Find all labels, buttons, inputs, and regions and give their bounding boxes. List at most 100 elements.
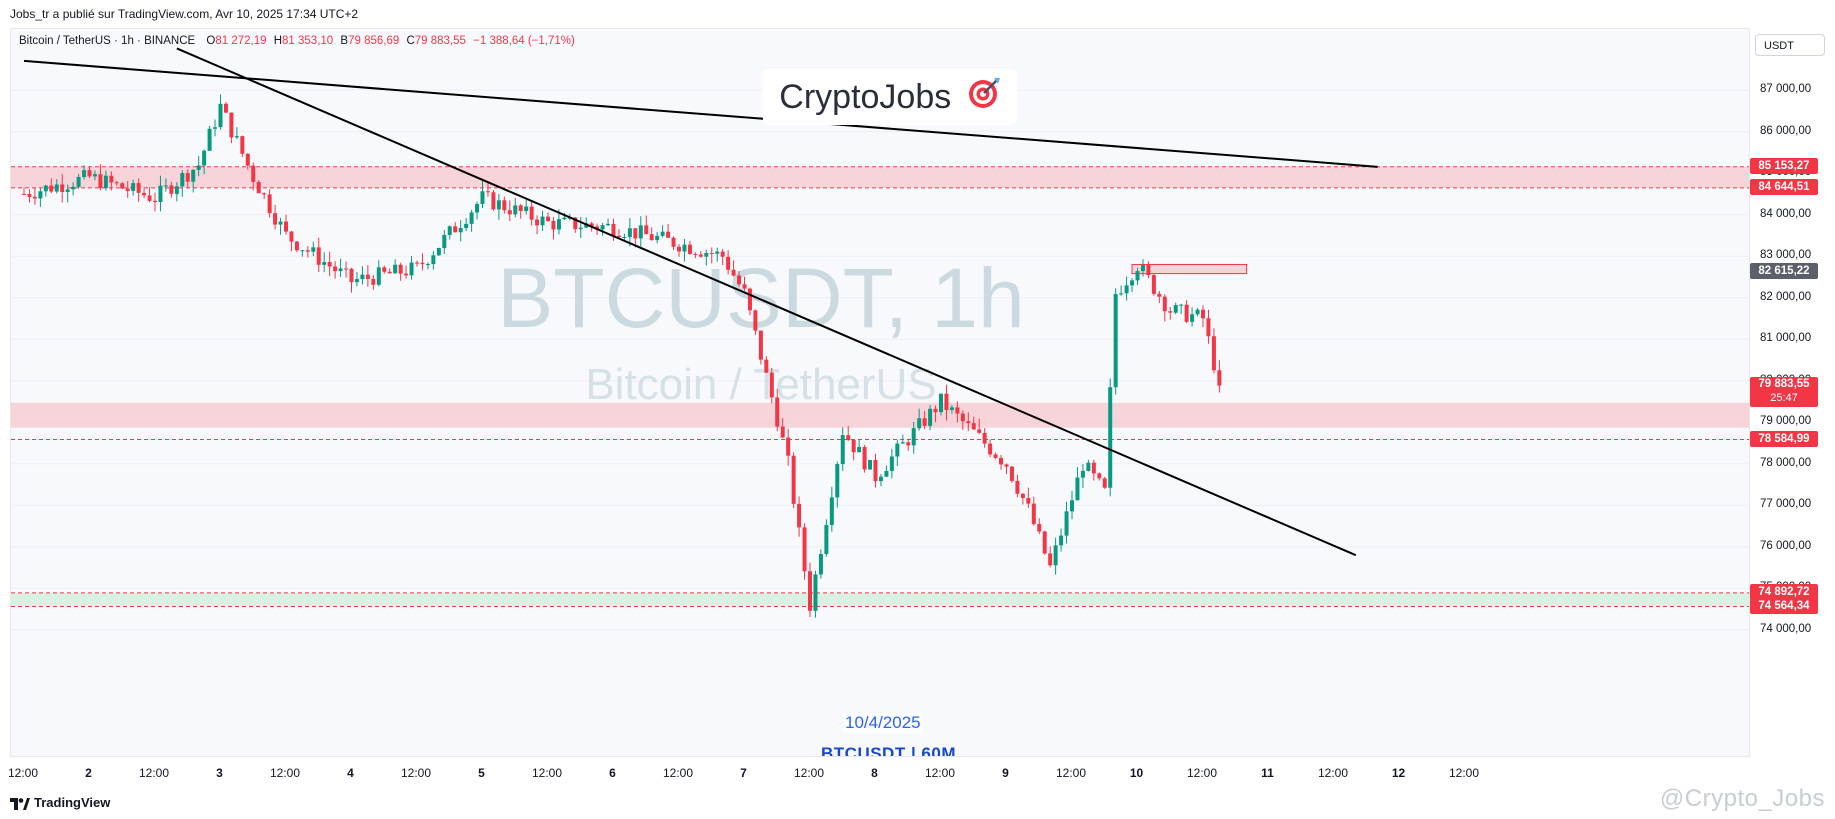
candle-body: [606, 223, 611, 226]
candle-body: [294, 241, 299, 251]
price-label: 76 000,00: [1760, 539, 1812, 552]
candle-body: [917, 418, 922, 429]
candle-body: [1102, 478, 1107, 488]
candle-body: [491, 192, 496, 210]
candle-body: [284, 221, 288, 232]
candle-body: [464, 223, 469, 229]
candle-body: [884, 470, 889, 477]
legend-change: −1 388,64 (−1,71%): [473, 35, 575, 47]
legend-high: 81 353,10: [282, 35, 334, 47]
price-label: 79 000,00: [1760, 415, 1812, 428]
candle-body: [316, 247, 321, 265]
candle-body: [644, 225, 649, 235]
candle-body: [1190, 314, 1195, 322]
legend-low-label: B: [340, 35, 349, 47]
candle-body: [98, 174, 103, 189]
candle-body: [1146, 265, 1151, 276]
time-label: 8: [871, 766, 878, 780]
time-label: 12:00: [1186, 766, 1218, 780]
candle-body: [425, 264, 430, 266]
candle-body: [349, 268, 354, 283]
candle-body: [147, 195, 152, 201]
candle-body: [125, 188, 130, 191]
candle-body: [562, 217, 567, 220]
candle-body: [786, 437, 791, 456]
candle-body: [731, 269, 736, 276]
candle-body: [71, 186, 76, 190]
candle-body: [1124, 285, 1129, 294]
ohlc-legend: Bitcoin / TetherUS · 1h · BINANCE O81 27…: [19, 35, 575, 47]
candle-body: [1015, 480, 1020, 494]
candle-body: [229, 112, 234, 138]
candle-body: [278, 221, 283, 225]
candle-body: [747, 288, 752, 311]
candle-body: [660, 231, 665, 236]
time-label: 12:00: [138, 766, 170, 780]
candle-body: [573, 217, 578, 230]
candle-body: [704, 253, 709, 257]
candle-body: [234, 136, 239, 138]
price-label: 78 000,00: [1760, 456, 1812, 469]
brand-name: CryptoJobs: [779, 78, 952, 116]
candle-body: [480, 191, 485, 205]
candle-body: [791, 455, 796, 504]
candle-body: [1070, 500, 1074, 512]
currency-selector[interactable]: USDT: [1755, 34, 1825, 56]
candle-body: [1168, 311, 1173, 313]
candle-body: [633, 228, 638, 239]
watermark-ticker: BTCUSDT, 1h: [497, 251, 1024, 345]
candle-body: [753, 310, 758, 331]
candle-body: [556, 219, 561, 230]
candle-body: [393, 264, 398, 274]
candle-body: [1091, 462, 1096, 474]
candle-body: [1086, 462, 1091, 471]
candle-body: [726, 256, 731, 270]
candle-body: [251, 165, 256, 182]
tradingview-label: TradingView: [34, 795, 111, 810]
candle-body: [939, 393, 943, 413]
candle-body: [889, 456, 894, 471]
date-annotation[interactable]: 10/4/2025: [843, 713, 923, 733]
candle-body: [447, 226, 452, 235]
candle-body: [638, 225, 643, 239]
candle-body: [944, 393, 949, 410]
author-handle: @Crypto_Jobs: [1659, 785, 1825, 812]
time-label: 2: [85, 766, 92, 780]
time-axis[interactable]: 12:00 2 12:00 3 12:00 4 12:00 5 12:00 6 12:00 7 12:0…: [8, 757, 1750, 783]
target-icon: [967, 71, 1001, 127]
candle-body: [27, 194, 32, 197]
candle-body: [720, 251, 725, 257]
candle-body: [742, 284, 747, 289]
candle-body: [32, 196, 37, 199]
candle-body: [1184, 304, 1189, 322]
candle-body: [43, 185, 48, 192]
candle-body: [977, 429, 982, 433]
chart-pane[interactable]: BTCUSDT, 1h Bitcoin / TetherUS CryptoJobs…: [10, 28, 1750, 757]
candle-body: [840, 435, 845, 465]
candle-body: [846, 435, 851, 441]
candle-body: [829, 497, 834, 525]
candle-body: [1004, 464, 1009, 467]
candle-body: [196, 165, 201, 170]
candle-body: [1119, 293, 1124, 295]
symbol-annotation[interactable]: BTCUSDT | 60M: [821, 744, 956, 757]
price-tag: 74 892,72: [1750, 583, 1818, 600]
candle-body: [922, 418, 927, 426]
tradingview-logo[interactable]: TradingView: [10, 795, 110, 810]
time-label: 10: [1129, 766, 1144, 780]
candle-body: [218, 103, 223, 128]
candle-body: [1026, 497, 1031, 504]
price-label: 86 000,00: [1760, 124, 1812, 137]
candlestick-chart[interactable]: BTCUSDT, 1h Bitcoin / TetherUS: [11, 29, 1750, 757]
bar-countdown: 25:47: [1770, 391, 1798, 404]
published-note: Jobs_tr a publié sur TradingView.com, Av…: [10, 7, 359, 21]
candle-body: [54, 184, 59, 192]
candle-body: [1037, 524, 1042, 532]
candle-body: [213, 127, 218, 129]
candle-body: [82, 170, 87, 178]
candle-body: [988, 443, 993, 455]
candle-body: [649, 234, 654, 241]
candle-body: [513, 205, 518, 215]
candle-body: [1075, 477, 1080, 501]
legend-open: 81 272,19: [215, 35, 267, 47]
